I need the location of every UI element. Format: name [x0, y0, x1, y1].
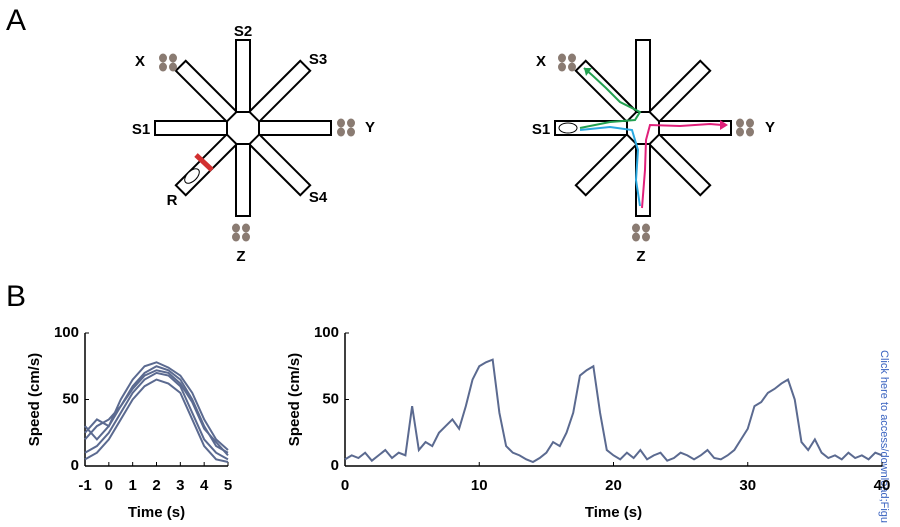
food-pellet: [558, 53, 566, 63]
y-tick-label: 0: [331, 457, 339, 474]
food-pellet: [347, 118, 355, 128]
food-pellet: [242, 223, 250, 233]
speed-trace: [84, 369, 229, 457]
food-pellet: [632, 232, 640, 242]
rat-icon: [184, 168, 200, 184]
trajectory: [579, 125, 641, 207]
food-pellet: [232, 223, 240, 233]
food-pellet: [159, 53, 167, 63]
maze: [154, 39, 332, 217]
speed-trace: [84, 378, 229, 463]
maze-arm: [174, 59, 239, 124]
trajectory: [579, 67, 642, 129]
maze-label: X: [536, 53, 546, 70]
maze-arm: [154, 120, 228, 136]
speed-trace: [344, 358, 883, 464]
food-pellet: [169, 62, 177, 72]
x-tick-label: 0: [105, 477, 113, 494]
x-tick-label: -1: [78, 477, 91, 494]
food-pellet: [242, 232, 250, 242]
x-tick-label: 1: [128, 477, 136, 494]
food-pellet: [232, 232, 240, 242]
y-tick-label: 100: [314, 324, 339, 341]
y-axis-title: Speed (cm/s): [26, 353, 43, 446]
food-pellet: [568, 53, 576, 63]
y-tick-label: 0: [71, 457, 79, 474]
food-pellet: [337, 118, 345, 128]
y-tick-label: 100: [54, 324, 79, 341]
food-pellet: [558, 62, 566, 72]
trajectory: [641, 122, 723, 209]
maze-label: S4: [309, 189, 328, 206]
food-pellet: [736, 127, 744, 137]
food-pellet: [642, 223, 650, 233]
food-pellet: [746, 127, 754, 137]
food-pellet: [642, 232, 650, 242]
maze-label: S1: [132, 121, 150, 138]
maze-arm: [247, 132, 312, 197]
food-pellet: [347, 127, 355, 137]
panel-label: A: [6, 4, 26, 37]
y-tick-label: 50: [62, 390, 79, 407]
maze-arm: [635, 39, 651, 113]
maze-arm: [235, 143, 251, 217]
y-axis-title: Speed (cm/s): [286, 353, 303, 446]
x-tick-label: 20: [605, 477, 622, 494]
y-tick-label: 50: [322, 390, 339, 407]
food-pellet: [736, 118, 744, 128]
x-tick-label: 5: [224, 477, 232, 494]
x-tick-label: 0: [341, 477, 349, 494]
side-link[interactable]: Click here to access/download;Figu: [878, 350, 890, 523]
maze-arm: [247, 59, 312, 124]
food-pellet: [337, 127, 345, 137]
arrow-head: [584, 68, 592, 76]
maze-label: Y: [765, 119, 775, 136]
maze-label: R: [167, 192, 178, 209]
x-tick-label: 4: [200, 477, 209, 494]
barrier: [194, 153, 214, 172]
x-tick-label: 2: [152, 477, 160, 494]
speed-trace: [84, 371, 229, 461]
food-pellet: [746, 118, 754, 128]
rat-icon: [558, 122, 578, 134]
food-pellet: [632, 223, 640, 233]
food-pellet: [169, 53, 177, 63]
x-tick-label: 30: [739, 477, 756, 494]
maze-arm: [235, 39, 251, 113]
x-tick-label: 3: [176, 477, 184, 494]
food-pellet: [568, 62, 576, 72]
maze-arm: [258, 120, 332, 136]
maze-label: Y: [365, 119, 375, 136]
maze-arm: [647, 132, 712, 197]
x-tick-label: 40: [874, 477, 891, 494]
x-axis-title: Time (s): [128, 504, 185, 521]
maze-label: X: [135, 53, 145, 70]
arrow-head: [720, 120, 728, 130]
food-pellet: [159, 62, 167, 72]
speed-trace: [84, 365, 229, 454]
maze-arm: [574, 59, 639, 124]
x-tick-label: 10: [471, 477, 488, 494]
maze-label: S2: [234, 23, 252, 40]
panel-label: B: [6, 280, 26, 313]
maze-label: S3: [309, 51, 327, 68]
maze-arm: [647, 59, 712, 124]
maze-arm: [574, 132, 639, 197]
maze-label: Z: [636, 248, 645, 265]
x-axis-title: Time (s): [585, 504, 642, 521]
maze-label: Z: [236, 248, 245, 265]
maze-label: S1: [532, 121, 550, 138]
